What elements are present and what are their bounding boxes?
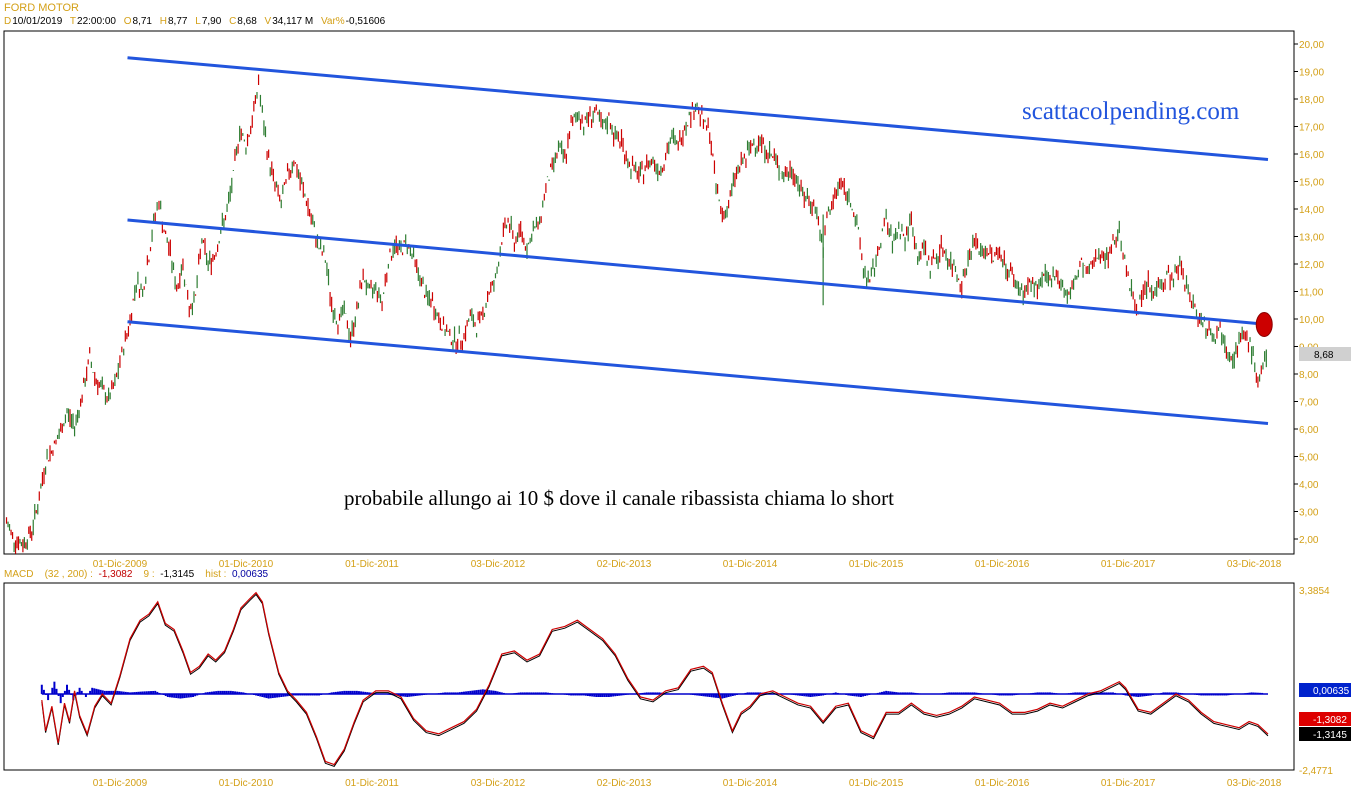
target-marker xyxy=(1255,312,1273,337)
price-x-axis: 01-Dic-2009 01-Dic-2010 01-Dic-2011 03-Dic-… xyxy=(93,559,1282,570)
price-x-tick-label: 03-Dic-2018 xyxy=(1227,559,1282,570)
price-tag: 8,68 xyxy=(1299,347,1351,361)
price-x-tick-label: 01-Dic-2009 xyxy=(93,559,148,570)
macd-tag-hist: 0,00635 xyxy=(1299,683,1351,697)
quote-info-bar: D10/01/2019 T22:00:00 O8,71 H8,77 L7,90 … xyxy=(4,16,390,27)
price-panel-frame xyxy=(3,30,1295,555)
hist-label: hist : xyxy=(205,569,227,580)
var-value: -0,51606 xyxy=(345,16,386,27)
macd-tag-macd: -1,3082 xyxy=(1299,712,1351,726)
macd-y-tick-label: -2,4771 xyxy=(1299,766,1333,777)
signal-line xyxy=(41,593,1269,767)
macd-panel-frame xyxy=(3,582,1295,771)
high-label: H xyxy=(159,16,167,27)
macd-x-tick-label: 03-Dic-2018 xyxy=(1227,778,1282,789)
macd-x-tick-label: 01-Dic-2009 xyxy=(93,778,148,789)
date-label: D xyxy=(4,16,12,27)
price-y-tick-label: 4,00 xyxy=(1299,480,1319,491)
close-label: C xyxy=(229,16,237,27)
macd-y-tick-label: 3,3854 xyxy=(1299,586,1330,597)
price-y-tick-label: 13,00 xyxy=(1299,233,1324,244)
price-y-axis: 2,003,004,005,006,007,008,009,0010,0011,… xyxy=(1294,40,1324,546)
channel-lines xyxy=(127,56,1273,425)
price-y-tick-label: 11,00 xyxy=(1299,288,1324,299)
price-x-tick-label: 02-Dic-2013 xyxy=(597,559,652,570)
price-plot xyxy=(5,74,1267,554)
price-x-tick-label: 03-Dic-2012 xyxy=(471,559,526,570)
price-y-tick-label: 8,00 xyxy=(1299,370,1319,381)
high-value: 8,77 xyxy=(168,16,188,27)
chart-title: FORD MOTOR xyxy=(4,2,79,14)
macd-x-tick-label: 01-Dic-2017 xyxy=(1101,778,1156,789)
macd-tag-signal: -1,3145 xyxy=(1299,727,1351,741)
macd-plot xyxy=(40,591,1269,767)
hist-value: 0,00635 xyxy=(231,569,269,580)
macd-x-tick-label: 01-Dic-2011 xyxy=(345,778,399,789)
price-y-tick-label: 17,00 xyxy=(1299,123,1324,134)
macd-value: -1,3082 xyxy=(98,569,133,580)
macd-x-tick-label: 01-Dic-2016 xyxy=(975,778,1030,789)
price-y-tick-label: 16,00 xyxy=(1299,150,1324,161)
var-label: Var% xyxy=(320,16,345,27)
macd-tag-signal-text: -1,3145 xyxy=(1313,730,1347,741)
price-x-tick-label: 01-Dic-2016 xyxy=(975,559,1030,570)
price-x-tick-label: 01-Dic-2015 xyxy=(849,559,904,570)
macd-tag-hist-text: 0,00635 xyxy=(1313,686,1350,697)
price-y-tick-label: 19,00 xyxy=(1299,68,1324,79)
volume-label: V xyxy=(264,16,272,27)
macd-x-tick-label: 01-Dic-2014 xyxy=(723,778,778,789)
macd-x-tick-label: 03-Dic-2012 xyxy=(471,778,526,789)
date-value: 10/01/2019 xyxy=(12,16,63,27)
signal-value: -1,3145 xyxy=(160,569,195,580)
channel-lower-line xyxy=(127,320,1269,425)
price-y-tick-label: 10,00 xyxy=(1299,315,1324,326)
price-y-tick-label: 20,00 xyxy=(1299,40,1324,51)
macd-x-tick-label: 01-Dic-2015 xyxy=(849,778,904,789)
time-label: T xyxy=(69,16,77,27)
price-x-tick-label: 01-Dic-2011 xyxy=(345,559,399,570)
macd-params: (32 , 200) : xyxy=(44,569,93,580)
price-y-tick-label: 15,00 xyxy=(1299,178,1324,189)
price-y-tick-label: 7,00 xyxy=(1299,398,1319,409)
price-y-tick-label: 14,00 xyxy=(1299,205,1324,216)
watermark-text: scattacolpending.com xyxy=(1022,98,1240,125)
open-value: 8,71 xyxy=(132,16,152,27)
price-y-tick-label: 5,00 xyxy=(1299,453,1319,464)
macd-x-tick-label: 01-Dic-2010 xyxy=(219,778,274,789)
macd-tag-macd-text: -1,3082 xyxy=(1313,715,1347,726)
price-x-tick-label: 01-Dic-2017 xyxy=(1101,559,1156,570)
close-value: 8,68 xyxy=(237,16,257,27)
macd-y-axis: 3,3854 -2,4771 xyxy=(1299,586,1333,777)
price-y-tick-label: 6,00 xyxy=(1299,425,1319,436)
channel-upper-line xyxy=(127,56,1269,161)
macd-line xyxy=(41,591,1269,766)
price-y-tick-label: 12,00 xyxy=(1299,260,1324,271)
low-value: 7,90 xyxy=(201,16,222,27)
macd-name: MACD xyxy=(4,569,34,580)
open-label: O xyxy=(123,16,132,27)
volume-value: 34,117 M xyxy=(272,16,314,27)
price-tag-text: 8,68 xyxy=(1314,350,1334,361)
price-y-tick-label: 3,00 xyxy=(1299,508,1319,519)
price-y-tick-label: 2,00 xyxy=(1299,535,1319,546)
time-value: 22:00:00 xyxy=(77,16,116,27)
macd-info-bar: MACD (32 , 200) : -1,3082 9 : -1,3145 hi… xyxy=(4,569,268,580)
price-x-tick-label: 01-Dic-2010 xyxy=(219,559,274,570)
price-y-tick-label: 18,00 xyxy=(1299,95,1324,106)
macd-x-axis: 01-Dic-2009 01-Dic-2010 01-Dic-2011 03-Dic-… xyxy=(93,778,1282,789)
low-label: L xyxy=(195,16,201,27)
price-x-tick-label: 01-Dic-2014 xyxy=(723,559,778,570)
channel-middle-line xyxy=(127,218,1269,326)
macd-x-tick-label: 02-Dic-2013 xyxy=(597,778,652,789)
signal-label: 9 : xyxy=(143,569,155,580)
annotation-text: probabile allungo ai 10 $ dove il canale… xyxy=(344,486,894,510)
